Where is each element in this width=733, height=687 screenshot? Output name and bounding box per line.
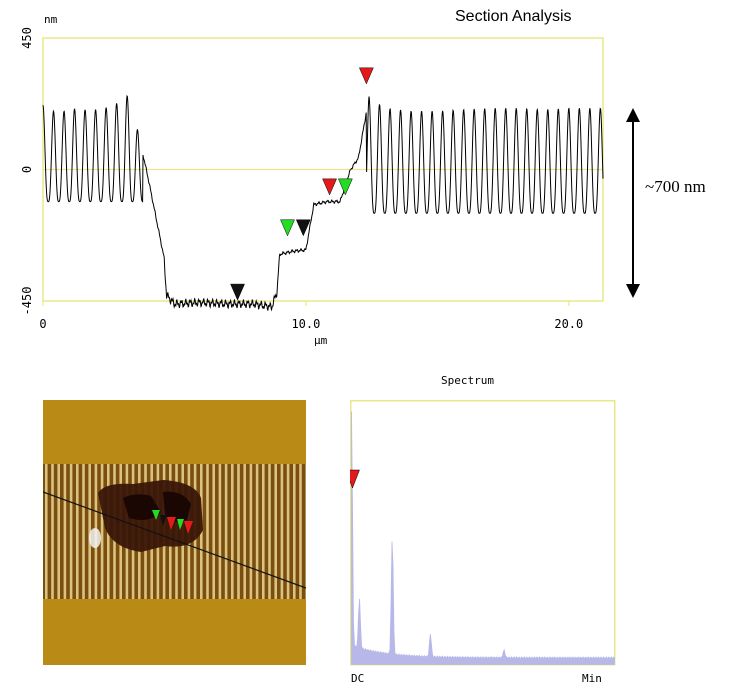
grating-stripe bbox=[51, 464, 54, 599]
grating-stripe bbox=[100, 464, 104, 599]
grating-stripe bbox=[299, 464, 302, 599]
grating-stripe bbox=[45, 464, 48, 599]
grating-stripe bbox=[280, 464, 284, 599]
spectrum-right-label: Min bbox=[582, 672, 602, 685]
grating-stripe bbox=[249, 464, 253, 599]
x-tick-label: 20.0 bbox=[554, 317, 583, 331]
grating-stripe bbox=[255, 464, 259, 599]
y-tick-label: 450 bbox=[20, 27, 34, 49]
spectrum-left-label: DC bbox=[351, 672, 365, 685]
grating-stripe bbox=[274, 464, 277, 599]
grating-stripe bbox=[82, 464, 85, 599]
grating-stripe bbox=[286, 464, 290, 599]
x-tick-label: 10.0 bbox=[291, 317, 320, 331]
grating-stripe bbox=[76, 464, 79, 599]
afm-topography-image bbox=[43, 400, 306, 665]
section-trace bbox=[42, 94, 604, 312]
grating-stripe bbox=[268, 464, 271, 599]
section-profile-chart: 0 10.0 20.0 450 0 -450 bbox=[20, 27, 640, 331]
grating-stripe bbox=[262, 464, 265, 599]
page-title: Section Analysis bbox=[455, 8, 572, 25]
spectrum-area bbox=[351, 411, 615, 665]
grating-stripe bbox=[57, 464, 60, 599]
y-tick-label: -450 bbox=[20, 287, 34, 316]
afm-markers bbox=[152, 510, 193, 534]
y-tick-label: 0 bbox=[20, 166, 34, 173]
grating-stripe bbox=[63, 464, 67, 599]
grating-stripe bbox=[218, 464, 222, 599]
section-marker bbox=[337, 178, 353, 196]
grating-stripe bbox=[88, 464, 91, 599]
section-marker bbox=[295, 219, 311, 237]
grating-stripe bbox=[206, 464, 209, 599]
x-tick-label: 0 bbox=[39, 317, 46, 331]
spectrum-title: Spectrum bbox=[441, 374, 494, 387]
section-marker bbox=[230, 283, 245, 301]
height-annotation: ~700 nm bbox=[645, 177, 706, 196]
x-axis-unit: µm bbox=[314, 334, 328, 347]
spectrum-chart bbox=[350, 400, 616, 666]
grating-stripe bbox=[69, 464, 73, 599]
section-line bbox=[43, 491, 306, 589]
grating-stripe bbox=[237, 464, 240, 599]
grating-stripe bbox=[212, 464, 215, 599]
grating-stripe bbox=[231, 464, 234, 599]
grating-stripe bbox=[305, 464, 306, 599]
section-marker bbox=[322, 178, 337, 196]
y-axis-unit: nm bbox=[44, 13, 58, 26]
grating-stripe bbox=[224, 464, 228, 599]
height-arrow bbox=[626, 108, 640, 298]
section-marker bbox=[280, 219, 295, 237]
grating-stripe bbox=[243, 464, 246, 599]
spectrum-marker bbox=[350, 469, 360, 489]
grating-stripe bbox=[293, 464, 296, 599]
section-marker bbox=[358, 67, 374, 85]
